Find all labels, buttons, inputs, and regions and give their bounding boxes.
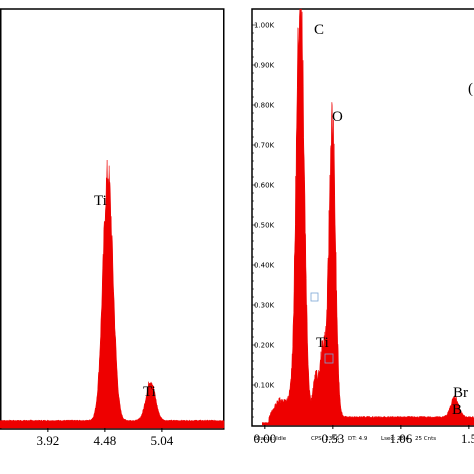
left-x-tick-label: 5.04 — [151, 433, 174, 448]
right-peak-label-o: O — [332, 109, 343, 125]
right-plot-frame — [251, 8, 474, 427]
left-spectrum-chart: 3.92 4.48 5.04 Ti Ti — [0, 8, 225, 448]
right-y-tick-label: 0.50K — [254, 222, 275, 230]
right-y-tick-label: 0.40K — [254, 262, 275, 270]
right-spectrum-chart: 0.10K 0.20K 0.30K 0.40K 0.50K 0.60K 0.70K 0.80K… — [251, 8, 474, 446]
right-y-tick-label: 0.80K — [254, 102, 275, 110]
right-y-tick-label: 0.60K — [254, 182, 275, 190]
status-lsec: Lsec: 28.4 — [381, 436, 410, 442]
left-peak-label-ti-1: Ti — [94, 193, 107, 209]
c-marker-box — [310, 292, 319, 302]
right-x-tick-label: 0.00 — [253, 431, 276, 446]
right-peak-label-br: Br — [453, 385, 468, 401]
left-x-axis-ticks: 3.92 4.48 5.04 — [36, 428, 174, 448]
left-spectrum-area — [0, 160, 225, 429]
status-cps: CPS: 2356 — [311, 436, 340, 442]
left-x-tick-label: 3.92 — [36, 433, 59, 448]
right-peak-label-c: C — [314, 22, 324, 38]
right-x-tick-label: 0.53 — [321, 431, 344, 446]
status-dt: DT: 4.9 — [348, 436, 368, 442]
right-x-tick-label: 1.06 — [389, 431, 412, 446]
ti-marker-box — [324, 353, 334, 364]
left-spectrum-series — [0, 160, 225, 429]
status-cnts: 25 Cnts — [415, 436, 436, 442]
right-x-axis-ticks: 0.00 0.53 1.06 1.5 — [253, 425, 474, 446]
right-spectrum-series — [262, 8, 474, 426]
right-peak-label-edge: ( — [468, 81, 473, 97]
status-text: Status: Idle — [255, 436, 287, 442]
right-y-tick-label: 0.90K — [254, 62, 275, 70]
right-y-tick-label: 1.00K — [254, 22, 275, 30]
left-spectrum-panel: 3.92 4.48 5.04 Ti Ti — [0, 0, 232, 474]
right-spectrum-area — [262, 8, 474, 426]
right-spectrum-panel: 0.10K 0.20K 0.30K 0.40K 0.50K 0.60K 0.70K 0.80K… — [248, 0, 474, 474]
left-peak-label-ti-2: Ti — [143, 384, 156, 400]
right-peak-label-ti: Ti — [316, 335, 329, 351]
right-peak-label-b: B — [452, 402, 462, 418]
right-x-tick-label: 1.5 — [461, 431, 474, 446]
right-y-tick-label: 0.70K — [254, 142, 275, 150]
right-y-tick-label: 0.10K — [254, 382, 275, 390]
left-x-tick-label: 4.48 — [93, 433, 116, 448]
right-y-axis-ticks: 0.10K 0.20K 0.30K 0.40K 0.50K 0.60K 0.70K 0.80K… — [252, 22, 275, 418]
right-y-tick-label: 0.20K — [254, 342, 275, 350]
right-y-tick-label: 0.30K — [254, 302, 275, 310]
